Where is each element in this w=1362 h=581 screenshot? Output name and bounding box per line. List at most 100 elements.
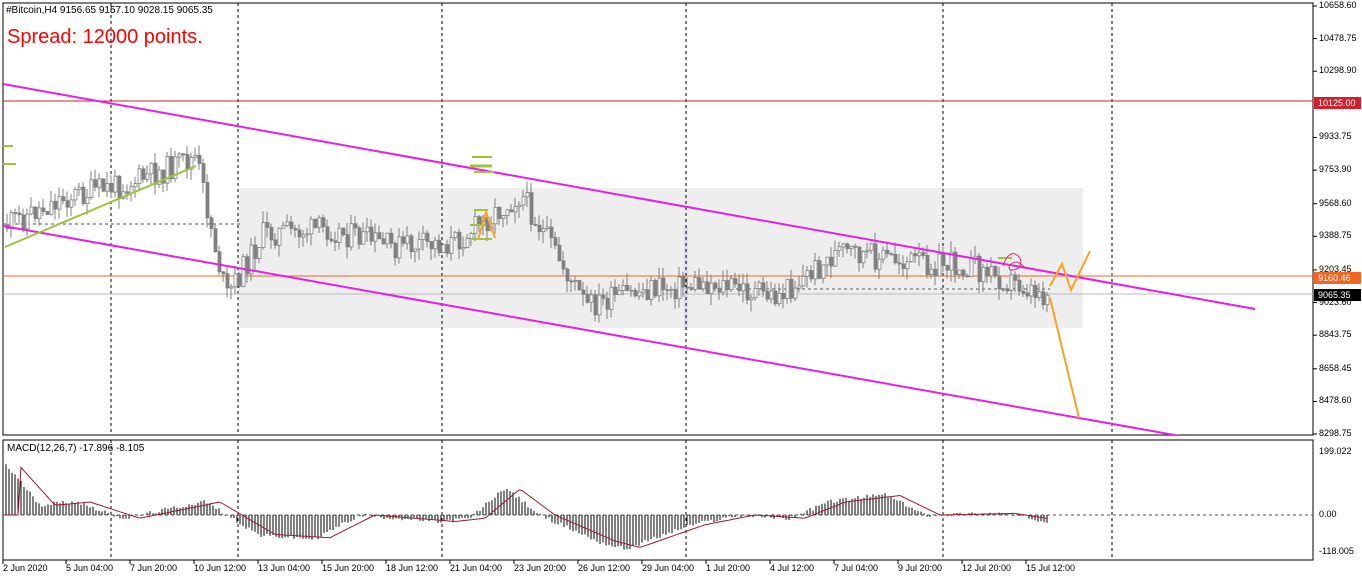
candle-body (617, 289, 622, 295)
candle-body (413, 248, 418, 252)
channel-lower-line[interactable] (3, 225, 1181, 436)
candle-body (113, 175, 118, 193)
candle-body (853, 245, 858, 248)
price-axis-ticks (1313, 5, 1317, 435)
candle-body (709, 282, 714, 295)
candle-body (561, 260, 566, 270)
candle-body (297, 229, 302, 238)
price-tick-label: 8843.75 (1319, 329, 1352, 340)
candle-body (309, 218, 314, 235)
candle-body (221, 271, 226, 275)
candle-body (1025, 292, 1030, 297)
candle-body (365, 226, 370, 233)
candle-body (657, 277, 662, 297)
candle-body (805, 270, 810, 277)
candle-body (65, 200, 70, 208)
candle-body (869, 243, 874, 251)
candle-body (361, 231, 366, 245)
candle-body (409, 235, 414, 252)
candle-body (717, 287, 722, 293)
candle-body (725, 280, 730, 291)
candle-body (149, 162, 154, 175)
candle-body (37, 207, 42, 219)
candle-body (881, 249, 886, 260)
candle-body (769, 290, 774, 300)
candle-body (357, 227, 362, 245)
candle-body (201, 163, 206, 183)
channel-upper-line[interactable] (3, 83, 1256, 310)
price-tick-label: 8658.45 (1319, 362, 1352, 373)
candle-body (829, 256, 834, 267)
candle-body (317, 217, 322, 228)
candle-body (245, 256, 250, 275)
candle-body (125, 191, 130, 194)
forecast-line-down[interactable] (1049, 297, 1080, 419)
time-tick-label: 7 Jun 20:00 (130, 563, 178, 573)
candle-body (693, 277, 698, 290)
candle-body (177, 153, 182, 158)
candle-body (573, 280, 578, 282)
price-tick-label: 9753.90 (1319, 164, 1352, 175)
time-tick-label: 12 Jul 20:00 (962, 563, 1012, 573)
candle-body (205, 181, 210, 219)
candle-body (385, 232, 390, 245)
price-badge: 9065.35 (1314, 288, 1361, 301)
candle-body (909, 253, 914, 263)
green-trendline[interactable] (4, 165, 197, 248)
macd-tick-label: 0.00 (1319, 509, 1337, 519)
price-tick-label: 8478.60 (1319, 395, 1352, 406)
candle-body (1005, 289, 1010, 292)
candle-body (821, 264, 826, 279)
candle-body (437, 239, 442, 254)
macd-tick-label: 199.022 (1319, 446, 1352, 456)
candle-body (377, 232, 382, 240)
candle-body (749, 297, 754, 301)
candle-body (989, 266, 994, 277)
candle-body (453, 231, 458, 238)
candle-body (897, 262, 902, 265)
candle-body (157, 169, 162, 185)
forecast-zigzag-up[interactable] (1049, 250, 1091, 293)
candle-body (261, 222, 266, 248)
candle-body (305, 233, 310, 236)
candle-body (585, 293, 590, 303)
price-tick-label: 9568.60 (1319, 197, 1352, 208)
time-tick-label: 29 Jun 04:00 (642, 563, 695, 573)
candle-body (877, 258, 882, 270)
candle-body (761, 282, 766, 292)
candle-body (253, 244, 258, 259)
candle-body (681, 276, 686, 288)
candle-body (929, 268, 934, 276)
candle-body (189, 156, 194, 170)
candle-body (33, 206, 38, 219)
candle-body (733, 278, 738, 285)
candle-body (905, 261, 910, 270)
candle-body (441, 244, 446, 253)
candle-body (417, 238, 422, 250)
candle-body (893, 253, 898, 264)
spread-annotation[interactable]: Spread: 12000 points. (7, 26, 203, 48)
time-tick-label: 5 Jun 04:00 (66, 563, 114, 573)
candle-body (581, 289, 586, 295)
price-tick-label: 9933.75 (1319, 131, 1352, 142)
candle-body (597, 294, 602, 316)
candle-body (513, 206, 518, 213)
time-tick-label: 9 Jul 20:00 (898, 563, 943, 573)
candle-body (565, 268, 570, 282)
price-tick-label: 10658.60 (1319, 0, 1357, 10)
candle-body (25, 213, 30, 230)
candle-body (621, 284, 626, 291)
time-tick-label: 10 Jun 12:00 (194, 563, 247, 573)
candle-body (649, 279, 654, 300)
candle-body (337, 227, 342, 243)
candle-body (525, 192, 530, 198)
candle-body (93, 179, 98, 188)
candle-body (945, 265, 950, 271)
candle-body (661, 277, 666, 291)
candle-body (229, 286, 234, 289)
candle-body (609, 286, 614, 310)
candle-body (81, 186, 86, 204)
candle-body (665, 289, 670, 292)
candle-body (933, 268, 938, 277)
